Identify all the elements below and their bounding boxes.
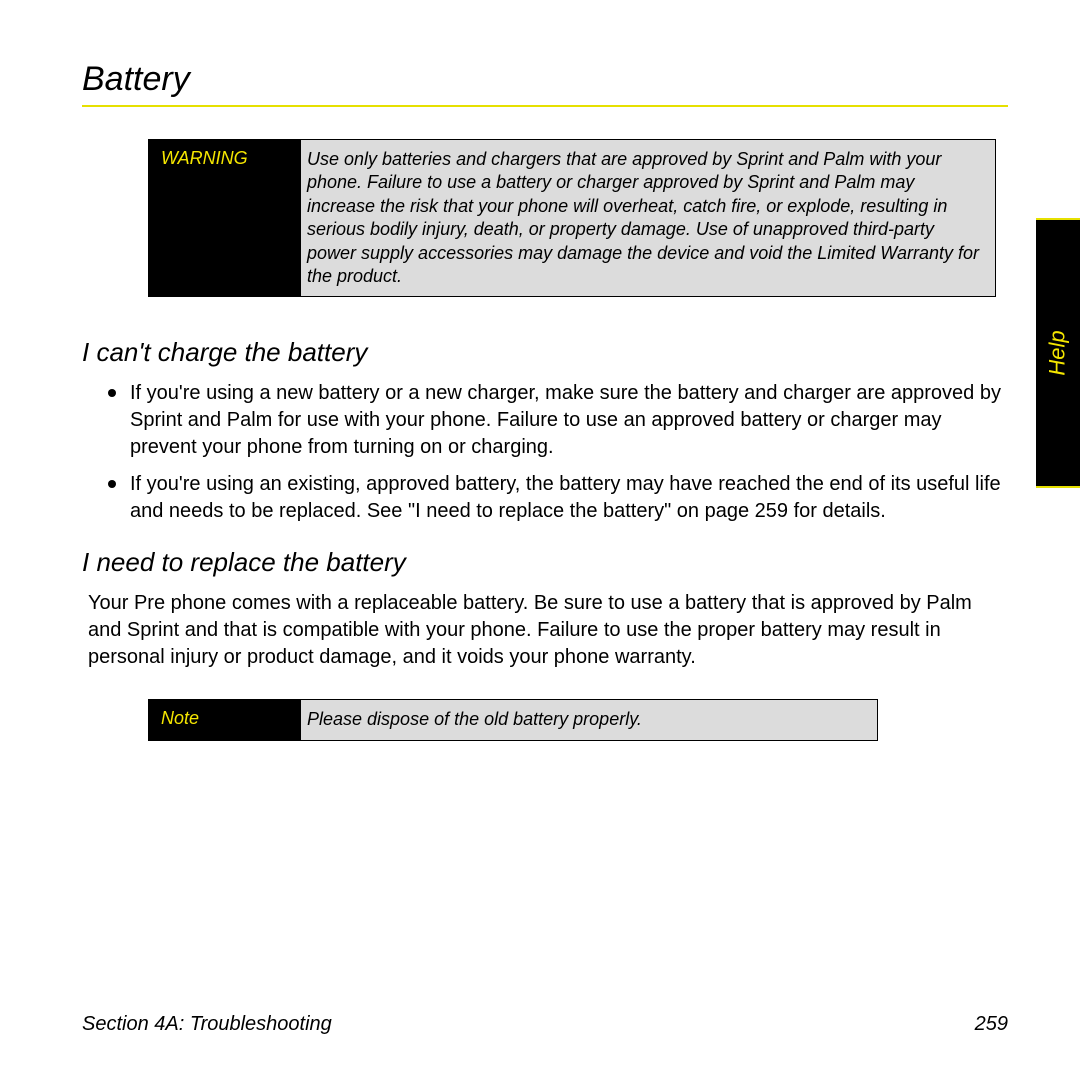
side-tab-help: Help	[1036, 218, 1080, 488]
section-heading-replace: I need to replace the battery	[82, 547, 1008, 578]
title-underline	[82, 105, 1008, 107]
warning-text: Use only batteries and chargers that are…	[301, 140, 995, 296]
list-item: If you're using a new battery or a new c…	[130, 380, 1008, 461]
note-text: Please dispose of the old battery proper…	[301, 700, 877, 739]
note-label: Note	[149, 700, 301, 739]
note-callout: Note Please dispose of the old battery p…	[148, 699, 878, 740]
page-title: Battery	[82, 60, 1008, 99]
warning-callout: WARNING Use only batteries and chargers …	[148, 139, 996, 297]
footer-section: Section 4A: Troubleshooting	[82, 1013, 332, 1036]
page-footer: Section 4A: Troubleshooting 259	[82, 1013, 1008, 1036]
replace-paragraph: Your Pre phone comes with a replaceable …	[82, 590, 1008, 671]
list-item: If you're using an existing, approved ba…	[130, 471, 1008, 525]
charge-bullet-list: If you're using a new battery or a new c…	[82, 380, 1008, 525]
side-tab-label: Help	[1045, 330, 1071, 375]
warning-label: WARNING	[149, 140, 301, 296]
footer-page-number: 259	[975, 1013, 1008, 1036]
section-heading-charge: I can't charge the battery	[82, 337, 1008, 368]
manual-page: Battery WARNING Use only batteries and c…	[0, 0, 1080, 1080]
